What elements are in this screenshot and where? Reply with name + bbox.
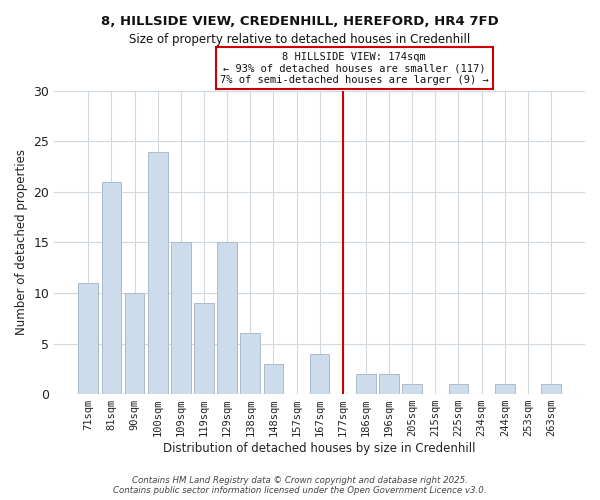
Bar xyxy=(148,152,167,394)
Bar xyxy=(495,384,515,394)
X-axis label: Distribution of detached houses by size in Credenhill: Distribution of detached houses by size … xyxy=(163,442,476,455)
Bar xyxy=(379,374,399,394)
Bar xyxy=(310,354,329,394)
Bar xyxy=(263,364,283,394)
Bar xyxy=(356,374,376,394)
Bar xyxy=(79,283,98,394)
Bar xyxy=(541,384,561,394)
Bar xyxy=(101,182,121,394)
Text: Contains HM Land Registry data © Crown copyright and database right 2025.
Contai: Contains HM Land Registry data © Crown c… xyxy=(113,476,487,495)
Bar xyxy=(403,384,422,394)
Text: 8, HILLSIDE VIEW, CREDENHILL, HEREFORD, HR4 7FD: 8, HILLSIDE VIEW, CREDENHILL, HEREFORD, … xyxy=(101,15,499,28)
Bar xyxy=(194,303,214,394)
Bar xyxy=(217,242,237,394)
Bar xyxy=(125,293,145,394)
Bar xyxy=(449,384,469,394)
Text: 8 HILLSIDE VIEW: 174sqm
← 93% of detached houses are smaller (117)
7% of semi-de: 8 HILLSIDE VIEW: 174sqm ← 93% of detache… xyxy=(220,52,488,85)
Y-axis label: Number of detached properties: Number of detached properties xyxy=(15,150,28,336)
Text: Size of property relative to detached houses in Credenhill: Size of property relative to detached ho… xyxy=(130,32,470,46)
Bar xyxy=(241,334,260,394)
Bar xyxy=(171,242,191,394)
